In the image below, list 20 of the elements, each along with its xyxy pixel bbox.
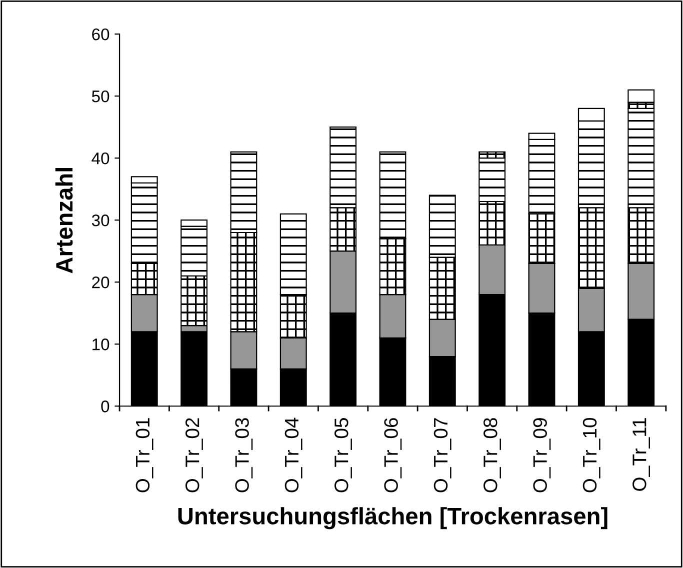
x-tick-label: O_Tr_11: [632, 418, 650, 491]
x-tick-label: O_Tr_02: [185, 418, 203, 492]
y-tick-label: 30: [92, 214, 110, 226]
y-tick-label: 20: [92, 276, 110, 288]
x-tick-label: O_Tr_07: [434, 418, 452, 492]
y-tick-label: 10: [92, 338, 110, 350]
x-tick-label: O_Tr_05: [334, 418, 352, 492]
y-tick-label: 60: [92, 28, 110, 40]
x-tick-label: O_Tr_06: [384, 418, 402, 492]
y-axis-title: Artenzahl: [55, 168, 73, 274]
x-tick-label: O_Tr_10: [582, 418, 600, 492]
y-tick-label: 50: [92, 90, 110, 102]
x-tick-label: O_Tr_09: [533, 418, 551, 492]
x-axis-title: Untersuchungsflächen [Trockenrasen]: [178, 507, 608, 530]
y-tick-label: 40: [92, 152, 110, 164]
x-tick-label: O_Tr_04: [284, 418, 302, 492]
y-tick-label: 0: [101, 400, 110, 412]
x-tick-label: O_Tr_08: [484, 418, 501, 492]
x-tick-label: O_Tr_01: [136, 418, 154, 492]
x-tick-label: O_Tr_03: [235, 418, 253, 492]
